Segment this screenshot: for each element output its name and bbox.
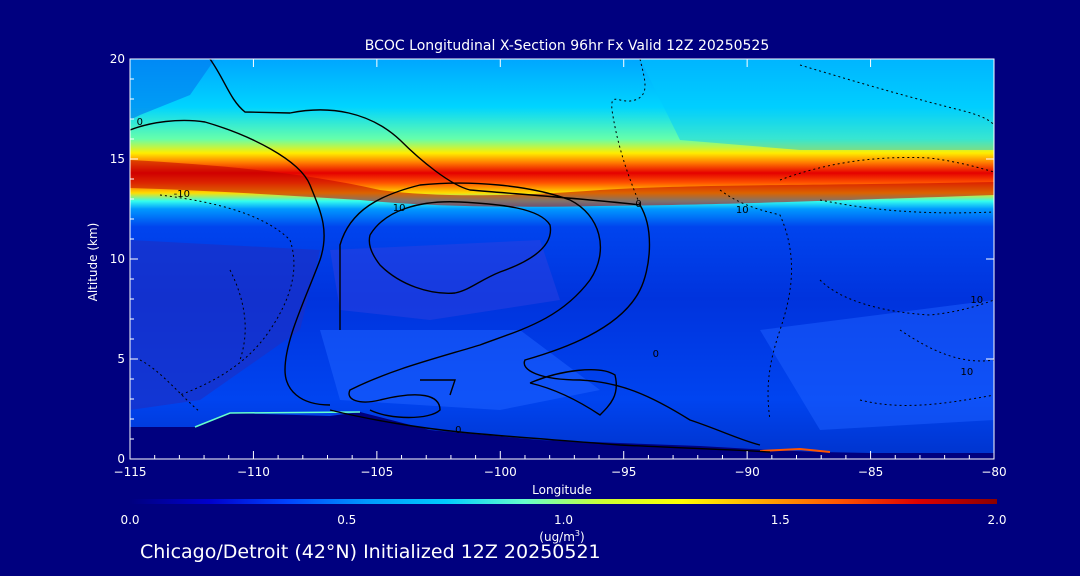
contour-label: 10 xyxy=(970,295,983,306)
contour-label: 0 xyxy=(137,117,143,128)
x-tick-label: −80 xyxy=(981,465,1006,479)
colorbar-units-close: ) xyxy=(580,530,585,544)
contour-label: 10 xyxy=(960,367,973,378)
colorbar-units-sup: 3 xyxy=(575,529,580,538)
chart-title: BCOC Longitudinal X-Section 96hr Fx Vali… xyxy=(365,38,769,54)
plot-field xyxy=(130,59,994,459)
colorbar-units: (ug/m3) xyxy=(539,529,584,544)
x-tick-label: −90 xyxy=(734,465,759,479)
colorbar-tick-label: 0.0 xyxy=(120,513,139,527)
x-axis-label: Longitude xyxy=(532,483,592,497)
x-tick-label: −105 xyxy=(360,465,393,479)
contour-label: 10 xyxy=(393,203,406,214)
x-tick-label: −85 xyxy=(858,465,883,479)
contour-label: -10 xyxy=(174,189,190,200)
contour-labels: 0 -10 10 0 10 0 0 10 10 xyxy=(137,117,983,436)
contour-label: 10 xyxy=(736,205,749,216)
x-tick-label: −95 xyxy=(611,465,636,479)
y-tick-label: 5 xyxy=(117,352,125,366)
colorbar-tick-label: 2.0 xyxy=(987,513,1006,527)
x-tick-label: −110 xyxy=(237,465,270,479)
colorbar-tick-label: 1.0 xyxy=(554,513,573,527)
y-tick-label: 0 xyxy=(117,452,125,466)
y-axis-label: Altitude (km) xyxy=(86,223,100,302)
colorbar-tick-label: 0.5 xyxy=(337,513,356,527)
x-tick-label: −115 xyxy=(114,465,147,479)
contour-label: 0 xyxy=(653,349,659,360)
y-tick-label: 10 xyxy=(110,252,125,266)
contour-label: 0 xyxy=(635,199,641,210)
y-axis: 0 5 10 15 20 xyxy=(110,52,994,466)
dotted-contours xyxy=(139,59,994,421)
colorbar-tick-label: 1.5 xyxy=(771,513,790,527)
contour-lines xyxy=(130,59,771,453)
colorbar-ticks: 0.0 0.5 1.0 1.5 2.0 xyxy=(120,513,1006,527)
footer-caption: Chicago/Detroit (42°N) Initialized 12Z 2… xyxy=(140,541,601,563)
colorbar-units-text: (ug/m xyxy=(539,530,575,544)
contour-label: 0 xyxy=(455,425,461,436)
y-tick-label: 20 xyxy=(110,52,125,66)
y-tick-label: 15 xyxy=(110,152,125,166)
x-tick-label: −100 xyxy=(484,465,517,479)
colorbar xyxy=(130,499,997,504)
x-axis: −115 −110 −105 −100 −95 −90 −85 −80 xyxy=(114,59,1007,479)
